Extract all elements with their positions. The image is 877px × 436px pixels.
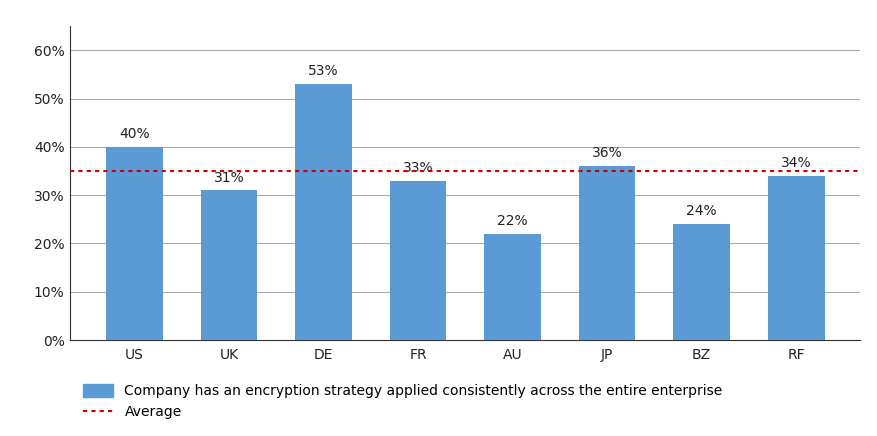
Text: 22%: 22% <box>496 214 527 228</box>
Text: 53%: 53% <box>308 65 339 78</box>
Bar <box>484 234 540 340</box>
Bar <box>295 84 352 340</box>
Text: 24%: 24% <box>686 204 717 218</box>
Bar <box>106 147 163 340</box>
Text: 40%: 40% <box>119 127 150 141</box>
Text: 31%: 31% <box>213 170 244 184</box>
Text: 33%: 33% <box>403 161 433 175</box>
Bar <box>201 191 257 340</box>
Legend: Company has an encryption strategy applied consistently across the entire enterp: Company has an encryption strategy appli… <box>77 378 727 425</box>
Bar <box>673 224 729 340</box>
Text: 36%: 36% <box>591 146 622 160</box>
Bar <box>766 176 824 340</box>
Text: 34%: 34% <box>780 156 810 170</box>
Bar <box>389 181 446 340</box>
Bar <box>578 166 635 340</box>
